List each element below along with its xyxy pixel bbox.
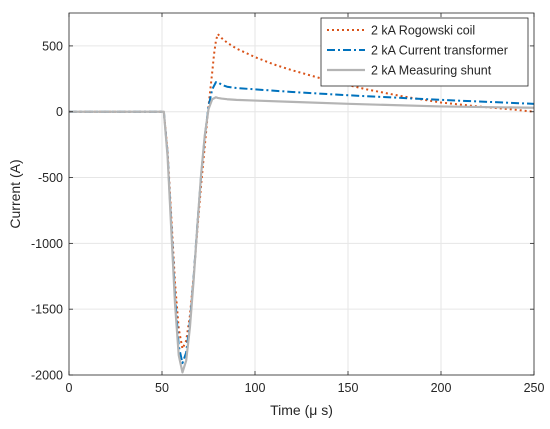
axis-ticks: 0 50 100 150 200 250 -2000 -1500 -1000 -500 0 500	[31, 13, 544, 395]
series-line-3	[69, 96, 535, 374]
x-tick-label: 100	[245, 381, 266, 395]
legend-label-2: 2 kA Current transformer	[371, 44, 508, 58]
legend-label-3: 2 kA Measuring shunt	[371, 64, 492, 78]
y-tick-label: -1000	[31, 237, 63, 251]
y-tick-label: -500	[38, 171, 63, 185]
legend: 2 kA Rogowski coil 2 kA Current transform…	[320, 17, 529, 87]
x-tick-label: 50	[155, 381, 169, 395]
x-tick-label: 150	[338, 381, 359, 395]
legend-box	[320, 17, 529, 87]
series-layer	[69, 33, 535, 374]
y-tick-label: 500	[42, 39, 63, 53]
y-tick-label: -1500	[31, 303, 63, 317]
plot-frame	[68, 12, 535, 376]
x-axis-label: Time (μ s)	[270, 402, 333, 418]
y-tick-label: -2000	[31, 369, 63, 383]
x-tick-label: 0	[66, 381, 73, 395]
legend-label-1: 2 kA Rogowski coil	[371, 24, 475, 38]
x-tick-label: 200	[431, 381, 452, 395]
series-line-1	[69, 33, 535, 350]
x-tick-label: 250	[524, 381, 545, 395]
y-tick-label: 0	[56, 105, 63, 119]
y-axis-label: Current (A)	[7, 159, 23, 228]
